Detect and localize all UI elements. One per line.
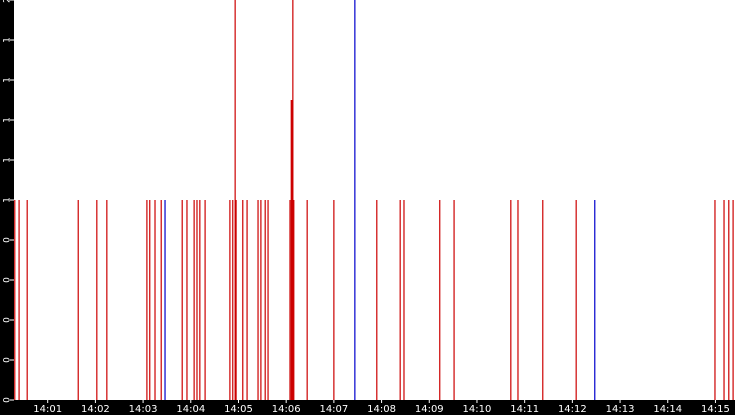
x-tick-label: 14:13: [606, 404, 635, 415]
y-tick-label: 1: [3, 157, 13, 163]
y-axis-strip: [0, 0, 14, 415]
y-tick-label: 0: [3, 397, 13, 403]
y-tick-label: 0: [3, 357, 13, 363]
x-tick-label: 14:03: [129, 404, 158, 415]
x-tick-label: 14:09: [415, 404, 444, 415]
x-tick-label: 14:01: [33, 404, 62, 415]
y-tick-label: 1: [3, 77, 13, 83]
x-tick-label: 14:15: [701, 404, 730, 415]
x-tick-label: 14:04: [176, 404, 205, 415]
x-tick-label: 14:11: [510, 404, 539, 415]
x-tick-label: 14:02: [81, 404, 110, 415]
y-tick-label: 0: [3, 237, 13, 243]
y-tick-label: 0: [3, 277, 13, 283]
x-tick-label: 14:08: [367, 404, 396, 415]
x-tick-label: 14:05: [224, 404, 253, 415]
x-tick-label: 14:10: [463, 404, 492, 415]
x-tick-label: 14:12: [558, 404, 587, 415]
x-tick-label: 14:14: [653, 404, 682, 415]
y-tick-label: 1: [3, 197, 13, 203]
x-axis-strip: [0, 400, 735, 415]
x-tick-label: 14:06: [272, 404, 301, 415]
y-tick-label: 1: [3, 37, 13, 43]
y-tick-label: 0: [3, 317, 13, 323]
y-tick-label: 2: [3, 0, 13, 3]
y-tick-label: 1: [3, 117, 13, 123]
x-tick-label: 14:07: [319, 404, 348, 415]
